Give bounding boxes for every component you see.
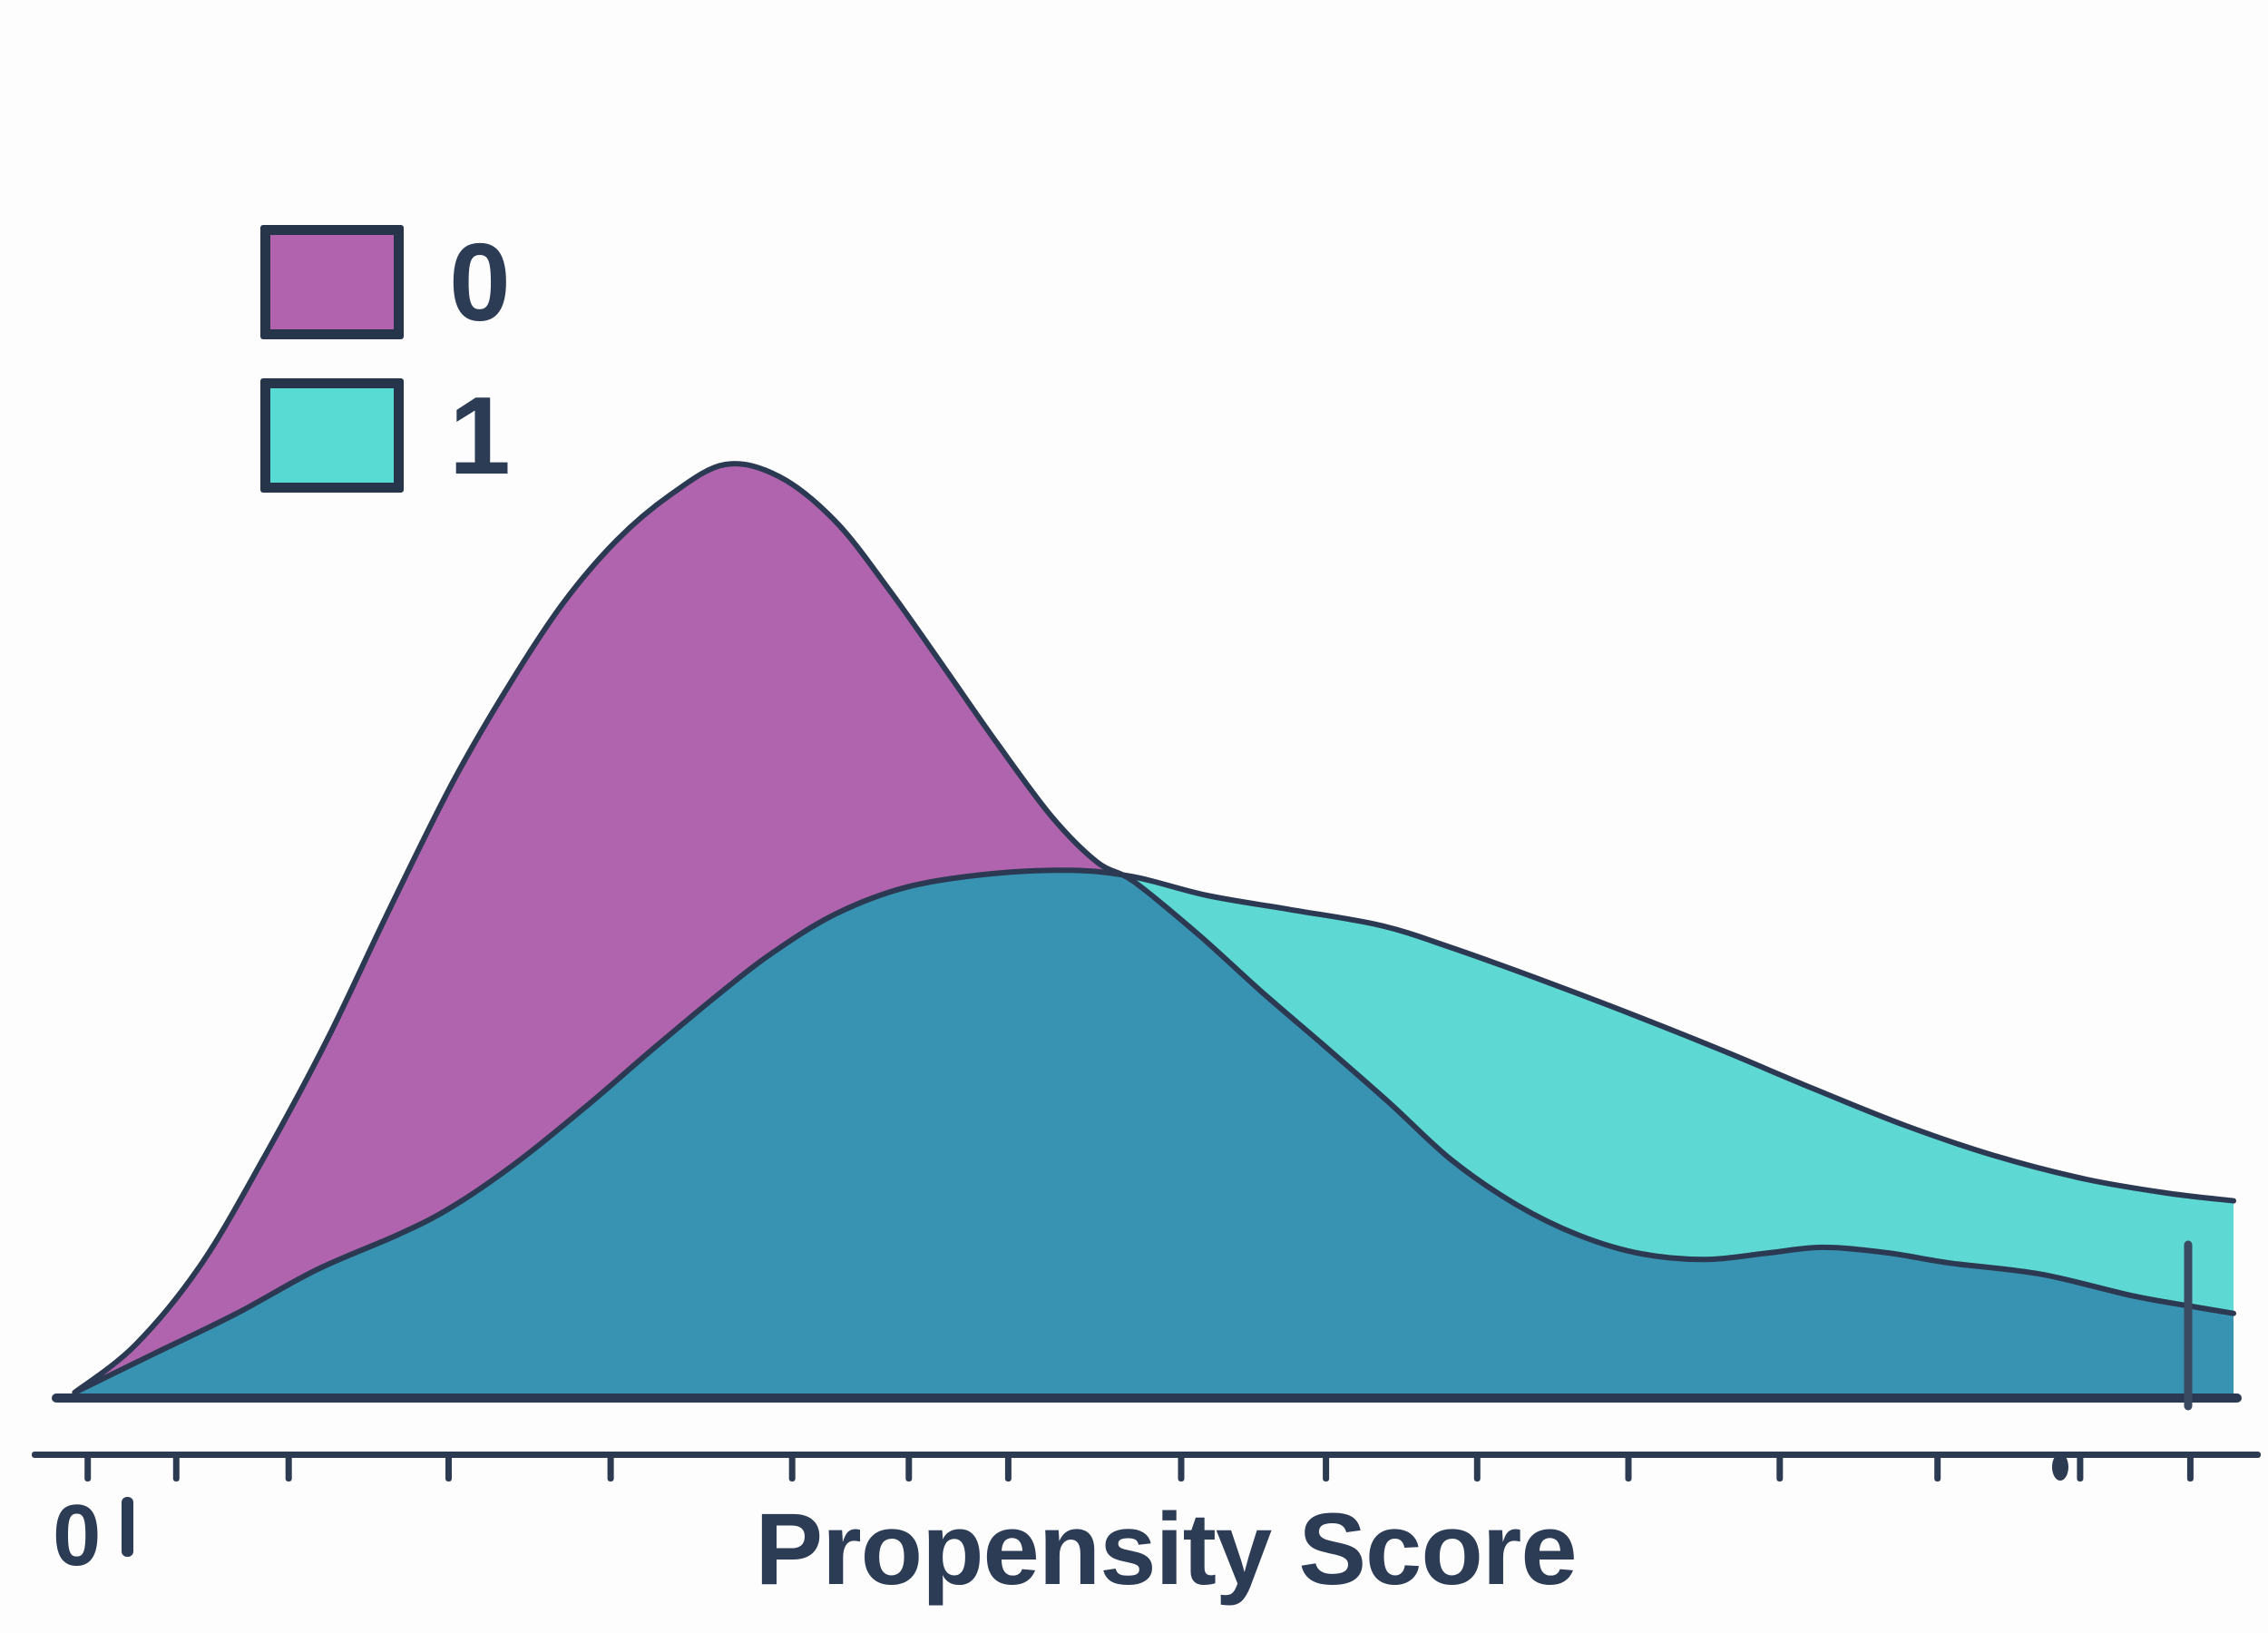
x-axis-tick (285, 1454, 292, 1481)
legend: 0 1 (260, 225, 511, 532)
x-axis-tick (1323, 1454, 1330, 1481)
legend-item-0: 0 (260, 225, 511, 339)
x-axis-tick (905, 1454, 913, 1481)
x-axis-tick (1934, 1454, 1941, 1481)
x-axis-tick (1473, 1454, 1481, 1481)
x-axis-title: Propensity Score (755, 1492, 1577, 1606)
x-axis-line (32, 1452, 2261, 1458)
x-axis-blob-mark (2052, 1453, 2068, 1481)
x-axis-tick (1004, 1454, 1012, 1481)
x-tick-extra-mark (122, 1497, 133, 1557)
x-axis-tick (84, 1454, 92, 1481)
legend-item-1: 1 (260, 378, 511, 493)
x-axis-tick (788, 1454, 796, 1481)
legend-label-0: 0 (449, 220, 511, 344)
x-axis-tick (445, 1454, 452, 1481)
x-axis-ticks (84, 1454, 2194, 1481)
x-axis-tick (2186, 1454, 2194, 1481)
overlap-area (73, 869, 2234, 1395)
x-axis-tick (607, 1454, 614, 1481)
x-axis (32, 1452, 2261, 1481)
series-1-curve-line (72, 867, 2236, 1395)
x-axis-tick (1625, 1454, 1632, 1481)
legend-swatch-0 (260, 225, 404, 339)
x-axis-tick (1178, 1454, 1185, 1481)
series-0-curve-line (72, 461, 2236, 1395)
x-axis-tick (172, 1454, 180, 1481)
legend-swatch-1 (260, 378, 404, 493)
legend-label-1: 1 (449, 374, 511, 497)
x-axis-tick (2077, 1454, 2084, 1481)
x-tick-label-0: 0 (53, 1487, 102, 1584)
x-axis-tick (1776, 1454, 1784, 1481)
